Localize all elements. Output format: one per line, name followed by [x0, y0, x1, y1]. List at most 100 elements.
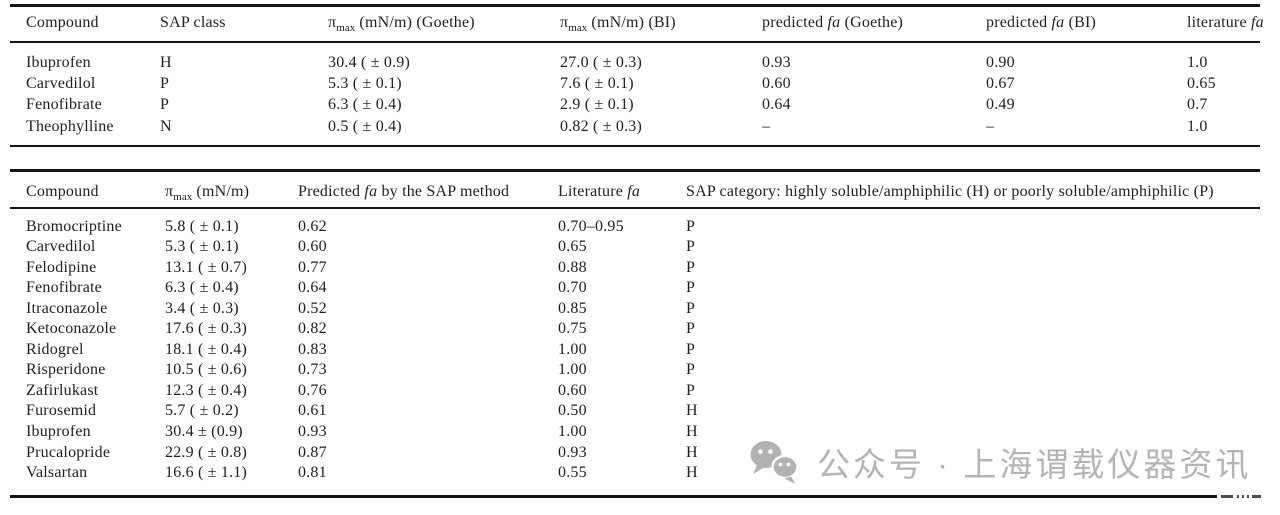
table-row: Ibuprofen 30.4 ± (0.9) 0.93 1.00 H	[26, 422, 1260, 443]
col-header-literature-fa: Literature fa	[558, 183, 641, 200]
cell-predicted-fa-bi: 0.90	[986, 54, 1015, 71]
cell-sap-category: H	[686, 422, 698, 440]
table2-top-rule	[10, 169, 1260, 172]
cell-compound: Fenofibrate	[26, 279, 102, 297]
cell-sap-category: P	[686, 258, 696, 276]
cell-pimax: 12.3 ( ± 0.4)	[165, 381, 248, 399]
col-header-sap-category: SAP category: highly soluble/amphiphilic…	[686, 183, 1214, 200]
col-header-sap-class: SAP class	[160, 14, 226, 31]
cell-pimax: 5.3 ( ± 0.1)	[165, 238, 239, 256]
cell-pimax-bi: 0.82 ( ± 0.3)	[560, 117, 643, 135]
col-header-predicted-fa-bi: predicted fa (BI)	[986, 14, 1097, 31]
cell-pimax: 10.5 ( ± 0.6)	[165, 361, 248, 379]
table-row: Carvedilol P 5.3 ( ± 0.1) 7.6 ( ± 0.1) 0…	[26, 73, 1260, 94]
cell-compound: Zafirlukast	[26, 381, 99, 399]
cell-pimax-bi: 27.0 ( ± 0.3)	[560, 54, 643, 71]
cell-predicted-fa: 0.52	[298, 299, 327, 317]
cell-predicted-fa-bi: –	[986, 117, 995, 135]
cell-compound: Theophylline	[26, 117, 114, 135]
cell-predicted-fa-goethe: 0.64	[762, 96, 791, 114]
table-row: Zafirlukast 12.3 ( ± 0.4) 0.76 0.60 P	[26, 381, 1260, 402]
cell-compound: Itraconazole	[26, 299, 108, 317]
cell-literature-fa: 0.75	[558, 320, 587, 338]
cell-pimax-goethe: 6.3 ( ± 0.4)	[328, 96, 402, 114]
cell-compound: Valsartan	[26, 464, 88, 482]
cell-literature-fa: 0.85	[558, 299, 587, 317]
cell-predicted-fa: 0.64	[298, 279, 327, 297]
cell-literature-fa: 0.60	[558, 381, 587, 399]
col-header-pimax-goethe: πmax (mN/m) (Goethe)	[328, 14, 475, 35]
wechat-watermark: 公众号 · 上海谓载仪器资讯	[746, 437, 1251, 487]
table-row: Bromocriptine 5.8 ( ± 0.1) 0.62 0.70–0.9…	[26, 217, 1260, 238]
col-header-pimax: πmax (mN/m)	[165, 183, 250, 204]
wechat-chat-bubbles-icon	[750, 441, 799, 484]
cell-literature-fa: 1.00	[558, 422, 587, 440]
cell-compound: Ibuprofen	[26, 54, 91, 71]
cell-literature-fa: 0.65	[558, 238, 587, 256]
cell-literature-fa: 1.0	[1187, 117, 1208, 135]
cell-pimax: 3.4 ( ± 0.3)	[165, 299, 239, 317]
col-header-predicted-fa-sap: Predicted fa by the SAP method	[298, 183, 510, 200]
table2-body: Bromocriptine 5.8 ( ± 0.1) 0.62 0.70–0.9…	[26, 217, 1260, 484]
col-header-literature-fa: literature fa	[1187, 14, 1264, 31]
cell-sap-category: H	[686, 464, 698, 482]
table-row: Ridogrel 18.1 ( ± 0.4) 0.83 1.00 P	[26, 340, 1260, 361]
cell-predicted-fa-goethe: 0.93	[762, 54, 791, 71]
cell-literature-fa: 0.88	[558, 258, 587, 276]
cell-predicted-fa: 0.87	[298, 443, 327, 461]
table1-header-rule	[10, 41, 1260, 43]
cell-sap-category: P	[686, 361, 696, 379]
col-header-predicted-fa-goethe: predicted fa (Goethe)	[762, 14, 904, 31]
cell-predicted-fa-bi: 0.49	[986, 96, 1015, 114]
cell-pimax-goethe: 5.3 ( ± 0.1)	[328, 75, 402, 93]
table2-bottom-rule	[10, 495, 1217, 498]
cell-predicted-fa: 0.73	[298, 361, 327, 379]
table-row: Fenofibrate 6.3 ( ± 0.4) 0.64 0.70 P	[26, 278, 1260, 299]
cell-pimax: 18.1 ( ± 0.4)	[165, 340, 248, 358]
cell-sap-category: H	[686, 402, 698, 420]
table-row: Fenofibrate P 6.3 ( ± 0.4) 2.9 ( ± 0.1) …	[26, 94, 1260, 115]
cell-literature-fa: 1.00	[558, 340, 587, 358]
cell-sap-category: H	[686, 443, 698, 461]
scan-dash-artifact	[1221, 495, 1261, 498]
cell-literature-fa: 1.0	[1187, 54, 1208, 71]
cell-literature-fa: 0.50	[558, 402, 587, 420]
cell-sap-category: P	[686, 320, 696, 338]
cell-compound: Risperidone	[26, 361, 106, 379]
cell-compound: Fenofibrate	[26, 96, 102, 114]
table1-header-row: Compound SAP class πmax (mN/m) (Goethe) …	[26, 12, 1264, 34]
cell-compound: Prucalopride	[26, 443, 111, 461]
cell-sap-category: P	[686, 299, 696, 317]
cell-sap-category: P	[686, 279, 696, 297]
table1-top-rule	[10, 4, 1260, 7]
table-row: Itraconazole 3.4 ( ± 0.3) 0.52 0.85 P	[26, 299, 1260, 320]
cell-literature-fa: 0.70–0.95	[558, 217, 624, 235]
table1-body: Ibuprofen H 30.4 ( ± 0.9) 27.0 ( ± 0.3) …	[26, 52, 1260, 137]
cell-pimax-goethe: 30.4 ( ± 0.9)	[328, 54, 411, 71]
cell-sap-category: P	[686, 238, 696, 256]
cell-compound: Carvedilol	[26, 238, 96, 256]
cell-pimax: 13.1 ( ± 0.7)	[165, 258, 248, 276]
table-row: Prucalopride 22.9 ( ± 0.8) 0.87 0.93 H	[26, 443, 1260, 464]
cell-literature-fa: 0.70	[558, 279, 587, 297]
table1-bottom-rule	[10, 145, 1260, 147]
col-header-compound: Compound	[26, 183, 99, 200]
cell-literature-fa: 0.65	[1187, 75, 1216, 93]
cell-pimax: 5.7 ( ± 0.2)	[165, 402, 239, 420]
cell-literature-fa: 0.7	[1187, 96, 1208, 114]
table2-header-rule	[10, 207, 1260, 209]
cell-sap-class: H	[160, 54, 172, 71]
cell-pimax-goethe: 0.5 ( ± 0.4)	[328, 117, 402, 135]
cell-literature-fa: 0.93	[558, 443, 587, 461]
cell-predicted-fa: 0.83	[298, 340, 327, 358]
table-row: Felodipine 13.1 ( ± 0.7) 0.77 0.88 P	[26, 258, 1260, 279]
cell-predicted-fa: 0.76	[298, 381, 327, 399]
cell-pimax: 30.4 ± (0.9)	[165, 422, 243, 440]
cell-sap-category: P	[686, 340, 696, 358]
cell-compound: Ketoconazole	[26, 320, 117, 338]
table-row: Theophylline N 0.5 ( ± 0.4) 0.82 ( ± 0.3…	[26, 116, 1260, 137]
table-row: Risperidone 10.5 ( ± 0.6) 0.73 1.00 P	[26, 360, 1260, 381]
cell-compound: Bromocriptine	[26, 217, 122, 235]
cell-sap-category: P	[686, 217, 696, 235]
cell-sap-category: P	[686, 381, 696, 399]
